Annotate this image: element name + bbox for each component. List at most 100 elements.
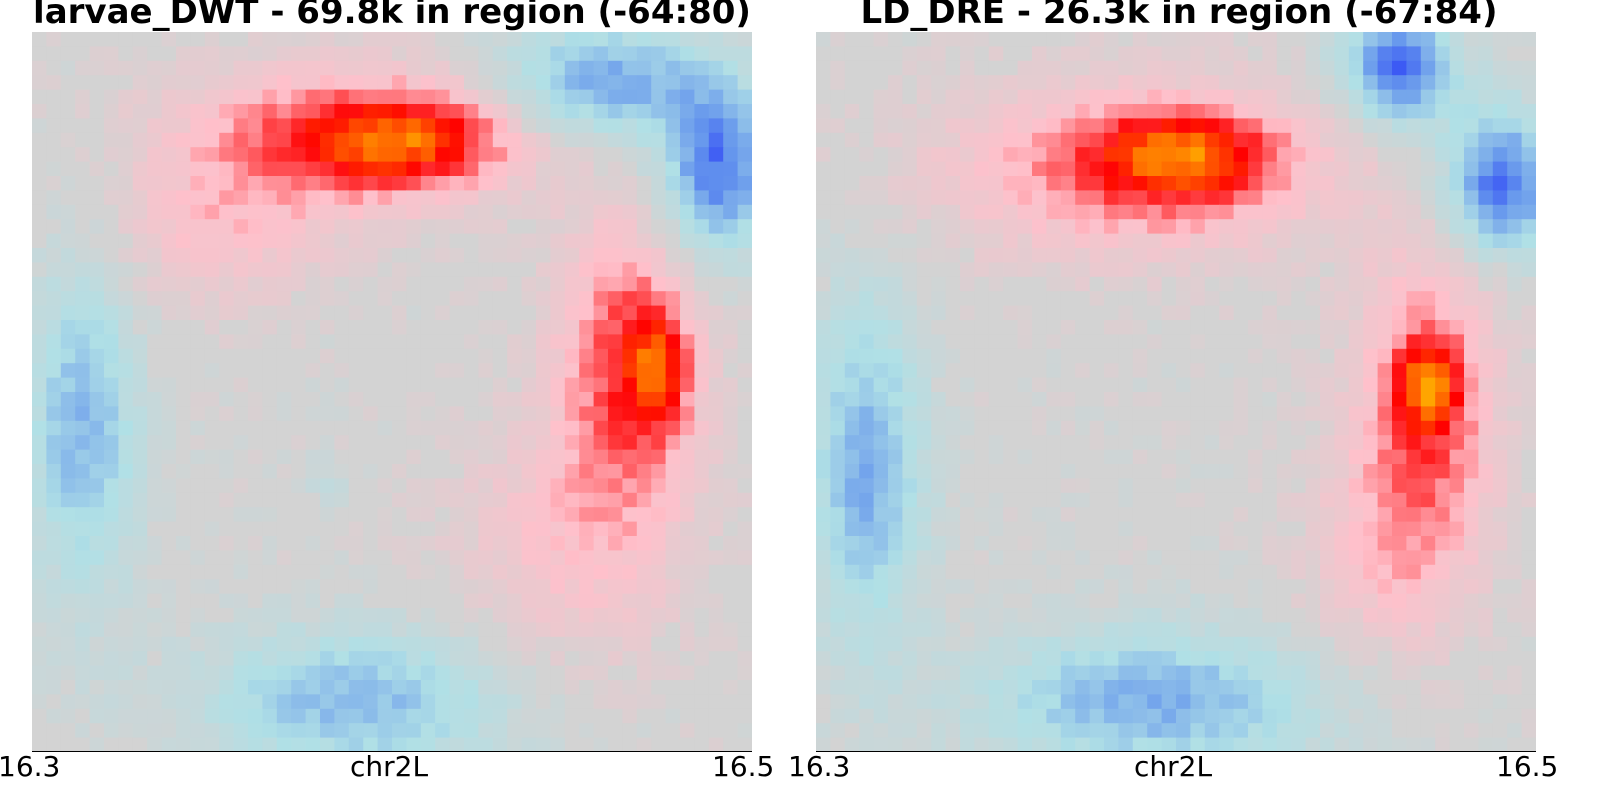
heatmap-cell xyxy=(1075,593,1091,609)
heatmap-cell xyxy=(1089,161,1105,177)
heatmap-cell xyxy=(622,320,638,335)
heatmap-cell xyxy=(723,118,739,134)
heatmap-cell xyxy=(1276,694,1292,710)
heatmap-cell xyxy=(1363,32,1379,47)
heatmap-cell xyxy=(233,219,249,235)
heatmap-cell xyxy=(1334,132,1350,148)
heatmap-cell xyxy=(276,665,292,681)
heatmap-cell xyxy=(334,334,350,350)
heatmap-cell xyxy=(844,665,860,681)
heatmap-cell xyxy=(334,420,350,436)
heatmap-cell xyxy=(665,118,681,134)
heatmap-cell xyxy=(988,305,1004,321)
heatmap-cell xyxy=(1017,737,1033,752)
heatmap-cell xyxy=(1089,219,1105,235)
heatmap-cell xyxy=(816,147,831,163)
heatmap-cell xyxy=(161,521,177,537)
heatmap-cell xyxy=(1060,420,1076,436)
heatmap-cell xyxy=(420,377,436,393)
heatmap-cell xyxy=(1204,89,1220,105)
heatmap-cell xyxy=(1176,219,1191,235)
heatmap-cell xyxy=(1521,60,1536,76)
heatmap-cell xyxy=(737,363,752,379)
heatmap-cell xyxy=(665,708,681,724)
heatmap-cell xyxy=(1276,420,1292,436)
heatmap-cell xyxy=(1003,622,1019,638)
heatmap-cell xyxy=(622,680,638,695)
heatmap-cell xyxy=(579,132,595,148)
heatmap-cell xyxy=(348,320,364,335)
heatmap-cell xyxy=(1464,723,1479,739)
heatmap-cell xyxy=(888,723,903,739)
heatmap-cell xyxy=(46,636,62,652)
heatmap-cell xyxy=(492,478,508,494)
heatmap-cell xyxy=(859,176,875,191)
heatmap-cell xyxy=(75,147,91,163)
heatmap-cell xyxy=(579,492,595,508)
heatmap-cell xyxy=(32,550,47,566)
heatmap-cell xyxy=(276,219,292,235)
heatmap-cell xyxy=(1478,708,1494,724)
heatmap-cell xyxy=(190,449,206,465)
heatmap-cell xyxy=(608,723,623,739)
heatmap-cell xyxy=(873,392,889,407)
heatmap-cell xyxy=(507,377,523,393)
heatmap-cell xyxy=(1176,435,1191,451)
heatmap-cell xyxy=(1521,147,1536,163)
heatmap-cell xyxy=(219,363,235,379)
heatmap-cell xyxy=(1204,564,1220,580)
heatmap-cell xyxy=(737,291,752,307)
heatmap-cell xyxy=(1003,651,1019,667)
heatmap-cell xyxy=(579,435,595,451)
heatmap-cell xyxy=(723,464,739,479)
heatmap-cell xyxy=(608,161,623,177)
heatmap-cell xyxy=(219,723,235,739)
heatmap-cell xyxy=(694,320,710,335)
heatmap-cell xyxy=(1334,75,1350,91)
heatmap-cell xyxy=(988,622,1004,638)
heatmap-cell xyxy=(1478,348,1494,364)
heatmap-cell xyxy=(931,737,947,752)
heatmap-cell xyxy=(960,89,975,105)
heatmap-cell xyxy=(1176,348,1191,364)
heatmap-cell xyxy=(104,564,119,580)
heatmap-cell xyxy=(1219,334,1235,350)
heatmap-cell xyxy=(902,492,918,508)
heatmap-cell xyxy=(363,276,379,292)
heatmap-cell xyxy=(931,60,947,76)
heatmap-cell xyxy=(348,60,364,76)
heatmap-cell xyxy=(1478,464,1494,479)
heatmap-cell xyxy=(118,478,134,494)
heatmap-cell xyxy=(219,636,235,652)
heatmap-cell xyxy=(816,60,831,76)
heatmap-cell xyxy=(737,478,752,494)
heatmap-cell xyxy=(859,708,875,724)
heatmap-cell xyxy=(708,161,724,177)
heatmap-cell xyxy=(262,161,278,177)
heatmap-cell xyxy=(1161,334,1177,350)
heatmap-cell xyxy=(1190,161,1206,177)
heatmap-cell xyxy=(377,190,393,206)
heatmap-cell xyxy=(363,507,379,523)
heatmap-cell xyxy=(1377,32,1393,47)
heatmap-cell xyxy=(931,435,947,451)
heatmap-cell xyxy=(1449,32,1465,47)
heatmap-cell xyxy=(449,147,465,163)
heatmap-cell xyxy=(348,665,364,681)
heatmap-cell xyxy=(420,334,436,350)
heatmap-cell xyxy=(1406,622,1422,638)
heatmap-cell xyxy=(449,636,465,652)
heatmap-cell xyxy=(844,636,860,652)
heatmap-cell xyxy=(1132,550,1148,566)
heatmap-cell xyxy=(478,723,494,739)
heatmap-cell xyxy=(161,233,177,249)
heatmap-cell xyxy=(392,363,407,379)
heatmap-cell xyxy=(830,579,846,595)
heatmap-cell xyxy=(420,75,436,91)
heatmap-cell xyxy=(118,348,134,364)
heatmap-cell xyxy=(1147,723,1163,739)
heatmap-cell xyxy=(1291,334,1307,350)
heatmap-cell xyxy=(1060,176,1076,191)
heatmap-cell xyxy=(176,608,191,623)
heatmap-cell xyxy=(593,579,609,595)
